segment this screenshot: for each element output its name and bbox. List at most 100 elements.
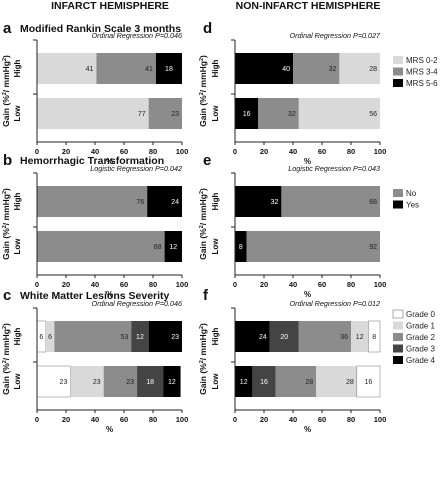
panel-letter: c: [3, 287, 11, 304]
x-axis-label: %: [304, 157, 311, 166]
x-axis-label: %: [106, 157, 113, 166]
y-axis-label: Gain (%2/ mmHg2): [1, 188, 11, 260]
x-tick-label: 100: [374, 147, 387, 156]
data-label: 6: [39, 334, 43, 341]
test-statistic: Ordinal Regression P=0.012: [290, 299, 381, 308]
bar-segment: [269, 321, 299, 352]
legend-label: Yes: [406, 201, 419, 210]
bar-segment: [298, 98, 380, 129]
data-label: 32: [288, 111, 296, 118]
bar-segment: [163, 366, 181, 397]
data-label: 23: [60, 379, 68, 386]
data-label: 41: [86, 66, 94, 73]
test-statistic: Ordinal Regression P=0.046: [92, 299, 183, 308]
row-title: Hemorrhagic Transformation: [20, 155, 164, 167]
legend-swatch: [393, 333, 403, 341]
panel-letter: a: [3, 20, 12, 37]
legend-label: MRS 3-4: [406, 68, 438, 77]
category-label: High: [211, 328, 220, 346]
data-label: 23: [171, 334, 179, 341]
legend-swatch: [393, 321, 403, 330]
bar-segment: [103, 366, 138, 397]
legend-label: No: [406, 189, 417, 198]
y-axis-label: Gain (%2/ mmHg2): [198, 55, 208, 127]
data-label: 36: [340, 334, 348, 341]
category-label: Low: [13, 373, 22, 390]
x-tick-label: 40: [289, 280, 297, 289]
legend-swatch: [393, 79, 403, 87]
x-tick-label: 20: [62, 415, 70, 424]
bar-segment: [164, 231, 182, 262]
x-tick-label: 100: [176, 147, 189, 156]
bar-segment: [246, 231, 380, 262]
data-label: 23: [93, 379, 101, 386]
test-statistic: Ordinal Regression P=0.027: [290, 31, 381, 40]
bar-segment: [235, 98, 259, 129]
x-tick-label: 0: [35, 415, 39, 424]
x-tick-label: 100: [374, 415, 387, 424]
bar-segment: [235, 53, 293, 84]
bar-segment: [137, 366, 164, 397]
bar-segment: [37, 98, 149, 129]
bar-segment: [148, 98, 182, 129]
x-tick-label: 100: [176, 280, 189, 289]
data-label: 6: [48, 334, 52, 341]
x-tick-label: 20: [260, 147, 268, 156]
legend-row-1: No Yes: [393, 189, 419, 210]
data-label: 28: [346, 379, 354, 386]
column-title-non-infarct: NON-INFARCT HEMISPHERE: [236, 0, 381, 12]
data-label: 20: [280, 334, 288, 341]
data-label: 68: [369, 199, 377, 206]
data-label: 76: [136, 199, 144, 206]
data-label: 8: [239, 244, 243, 251]
data-label: 88: [154, 244, 162, 251]
x-axis-label: %: [304, 290, 311, 299]
bar-segment: [258, 98, 299, 129]
x-tick-label: 80: [149, 415, 157, 424]
x-tick-label: 20: [260, 280, 268, 289]
x-tick-label: 40: [289, 415, 297, 424]
category-label: High: [13, 193, 22, 211]
x-tick-label: 0: [233, 147, 237, 156]
data-label: 18: [165, 66, 173, 73]
bar-segment: [148, 321, 182, 352]
panel-letter: b: [3, 152, 12, 169]
x-tick-label: 80: [347, 415, 355, 424]
legend-label: MRS 0-2: [406, 56, 438, 65]
data-label: 56: [369, 111, 377, 118]
data-label: 32: [329, 66, 337, 73]
bar-segment: [235, 366, 253, 397]
bar-segment: [37, 231, 165, 262]
data-label: 8: [372, 334, 376, 341]
x-tick-label: 40: [91, 415, 99, 424]
test-statistic: Logistic Regression P=0.042: [90, 164, 182, 173]
category-label: Low: [13, 238, 22, 255]
bar-segment: [235, 321, 270, 352]
data-label: 77: [138, 111, 146, 118]
data-label: 53: [120, 334, 128, 341]
legend-swatch: [393, 200, 403, 209]
bar-segment: [281, 186, 380, 217]
y-axis-label: Gain (%2/ mmHg2): [1, 323, 11, 395]
legend-label: Grade 1: [406, 322, 435, 331]
x-tick-label: 60: [318, 280, 326, 289]
bar-segment: [147, 186, 182, 217]
legend-swatch: [393, 344, 403, 353]
category-label: High: [13, 60, 22, 78]
data-label: 12: [168, 379, 176, 386]
legend-label: Grade 2: [406, 333, 435, 342]
data-label: 32: [271, 199, 279, 206]
x-tick-label: 20: [62, 147, 70, 156]
category-label: High: [211, 60, 220, 78]
bar-segment: [45, 321, 55, 352]
legend-row-2: Grade 0 Grade 1 Grade 2 Grade 3 Grade 4: [392, 309, 435, 365]
bar-segment: [54, 321, 132, 352]
x-tick-label: 60: [120, 280, 128, 289]
bar-segment: [351, 321, 369, 352]
test-statistic: Logistic Regression P=0.043: [288, 164, 380, 173]
bar-segment: [235, 186, 282, 217]
panel-f: f Ordinal Regression P=0.012 24 20 36 12 8 High…: [198, 287, 386, 434]
legend-swatch: [392, 309, 404, 319]
